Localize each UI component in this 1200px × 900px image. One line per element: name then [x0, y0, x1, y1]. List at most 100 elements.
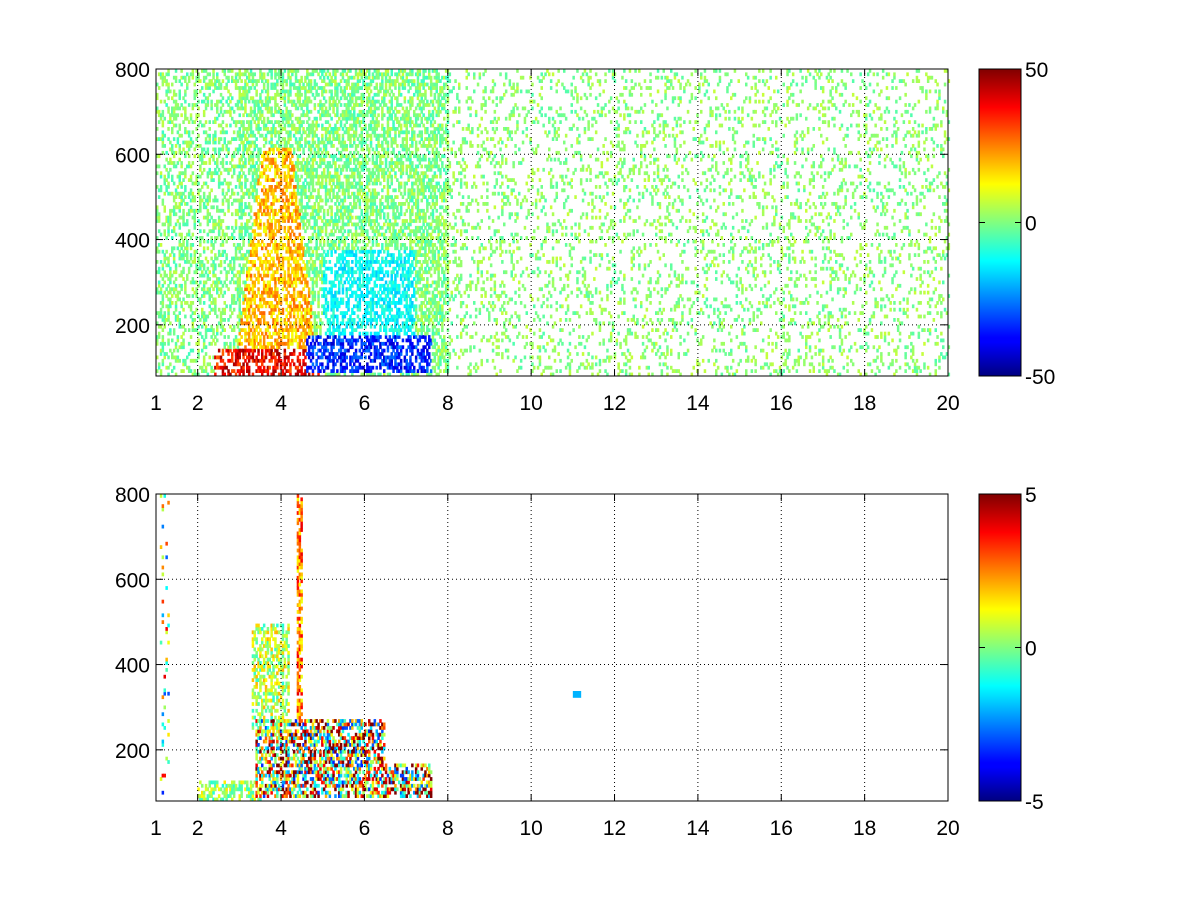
top-heatmap-cell: [354, 181, 358, 186]
top-heatmap-cell: [223, 362, 226, 367]
top-heatmap-cell: [296, 174, 300, 179]
top-heatmap-cell: [210, 294, 213, 298]
top-heatmap-cell: [368, 157, 371, 162]
top-heatmap-cell: [360, 338, 363, 343]
top-heatmap-cell: [202, 205, 206, 210]
top-heatmap-cell: [232, 130, 236, 135]
top-heatmap-cell: [172, 225, 176, 230]
top-heatmap-cell: [311, 188, 315, 193]
top-heatmap-cell: [351, 92, 354, 97]
top-heatmap-cell: [212, 222, 215, 227]
top-heatmap-cell: [262, 365, 266, 370]
top-heatmap-cell: [291, 195, 294, 199]
top-heatmap-cell: [246, 365, 249, 370]
top-heatmap-cell: [180, 215, 183, 220]
top-heatmap-cell: [358, 239, 362, 244]
top-heatmap-cell: [201, 365, 204, 370]
top-heatmap-cell: [332, 144, 335, 148]
top-heatmap-cell: [172, 280, 176, 285]
top-heatmap-cell: [307, 287, 311, 292]
top-heatmap-cell: [251, 341, 255, 346]
top-heatmap-cell: [238, 72, 241, 77]
top-heatmap-cell: [255, 161, 258, 165]
top-heatmap-cell: [294, 191, 298, 196]
top-heatmap-cell: [240, 232, 243, 237]
top-heatmap-cell: [208, 72, 211, 77]
top-heatmap-cell: [369, 287, 373, 292]
top-heatmap-cell: [212, 263, 215, 268]
top-heatmap-cell: [214, 280, 217, 285]
top-heatmap-cell: [321, 304, 324, 309]
top-heatmap-cell: [351, 283, 354, 288]
top-heatmap-cell: [294, 103, 298, 107]
top-heatmap-cell: [332, 178, 335, 182]
top-heatmap-cell: [176, 219, 180, 223]
top-heatmap-cell: [338, 174, 341, 179]
top-heatmap-cell: [253, 185, 256, 189]
top-heatmap-cell: [281, 72, 285, 77]
top-heatmap-cell: [176, 335, 180, 339]
top-heatmap-cell: [186, 130, 189, 135]
top-heatmap-cell: [270, 249, 273, 254]
top-heatmap-cell: [279, 266, 283, 271]
top-heatmap-cell: [306, 246, 309, 251]
top-heatmap-cell: [353, 178, 356, 182]
top-heatmap-cell: [300, 198, 303, 203]
top-heatmap-cell: [255, 178, 258, 182]
top-heatmap-cell: [366, 372, 369, 377]
top-heatmap-cell: [294, 256, 298, 261]
top-heatmap-cell: [326, 236, 330, 240]
top-heatmap-cell: [259, 96, 262, 101]
top-heatmap-cell: [321, 280, 324, 285]
top-heatmap-cell: [266, 92, 270, 97]
top-heatmap-cell: [174, 358, 178, 363]
top-heatmap-cell: [199, 301, 202, 305]
top-heatmap-cell: [366, 256, 369, 261]
top-heatmap-cell: [317, 256, 320, 261]
top-heatmap-cell: [195, 79, 198, 83]
top-heatmap-cell: [242, 130, 245, 135]
top-heatmap-cell: [236, 133, 240, 138]
top-heatmap-cell: [277, 69, 281, 73]
top-heatmap-cell: [292, 239, 296, 244]
top-heatmap-cell: [364, 294, 367, 298]
top-heatmap-cell: [272, 324, 275, 329]
top-heatmap-cell: [212, 133, 215, 138]
top-heatmap-cell: [336, 195, 339, 199]
top-heatmap-cell: [300, 239, 303, 244]
top-heatmap-cell: [296, 92, 300, 97]
top-heatmap-cell: [294, 365, 298, 370]
top-heatmap-cell: [262, 171, 266, 176]
top-heatmap-cell: [336, 198, 339, 203]
top-heatmap-cell: [328, 191, 332, 196]
top-heatmap-cell: [214, 335, 217, 339]
top-heatmap-cell: [330, 75, 333, 80]
top-heatmap-cell: [336, 109, 339, 114]
top-heatmap-cell: [358, 297, 362, 302]
top-heatmap-cell: [287, 212, 290, 217]
top-heatmap-cell: [366, 205, 369, 210]
top-heatmap-cell: [277, 277, 281, 281]
top-heatmap-cell: [324, 297, 328, 302]
top-heatmap-cell: [292, 164, 296, 169]
top-heatmap-cell: [353, 321, 356, 326]
top-heatmap-cell: [216, 116, 219, 121]
top-heatmap-cell: [353, 222, 356, 227]
top-heatmap-cell: [360, 225, 363, 230]
top-heatmap-cell: [300, 311, 303, 315]
top-heatmap-cell: [302, 113, 305, 118]
top-heatmap-cell: [309, 123, 313, 128]
top-heatmap-cell: [182, 270, 185, 275]
top-heatmap-cell: [202, 358, 206, 363]
top-heatmap-cell: [187, 212, 191, 217]
top-heatmap-cell: [212, 355, 215, 360]
top-heatmap-cell: [202, 345, 206, 350]
top-heatmap-cell: [345, 120, 348, 124]
top-heatmap-cell: [285, 174, 288, 179]
top-heatmap-cell: [362, 109, 365, 114]
top-heatmap-cell: [319, 232, 322, 237]
top-heatmap-cell: [313, 225, 317, 230]
top-heatmap-cell: [309, 195, 313, 199]
top-heatmap-cell: [302, 273, 305, 278]
top-heatmap-cell: [169, 167, 172, 172]
